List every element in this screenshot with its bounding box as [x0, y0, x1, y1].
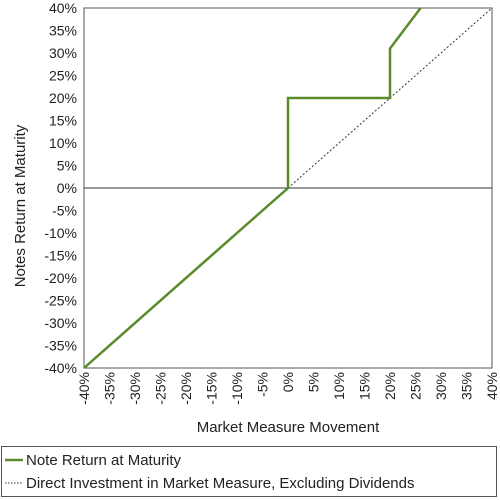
x-tick-label: 15% [357, 372, 373, 400]
legend-item-note-return: Note Return at Maturity [2, 449, 181, 471]
series-layer [83, 7, 493, 369]
y-tick-label: -25% [44, 293, 77, 309]
y-tick-label: -40% [44, 360, 77, 376]
x-tick-label: 25% [408, 372, 424, 400]
legend-label-direct-investment: Direct Investment in Market Measure, Exc… [26, 474, 415, 492]
x-tick-label: 0% [280, 372, 296, 392]
legend-swatch-direct-investment [5, 482, 23, 484]
x-tick-label: -30% [127, 372, 143, 405]
legend-item-direct-investment: Direct Investment in Market Measure, Exc… [2, 472, 415, 494]
y-tick-label: -10% [44, 225, 77, 241]
y-tick-label: 0% [57, 180, 77, 196]
x-tick-label: -5% [255, 372, 271, 397]
x-tick-label: -40% [76, 372, 92, 405]
y-tick-labels: 40% 35% 30% 25% 20% 15% 10% 5% 0% -5% -10% -15% -20%… [44, 0, 77, 376]
y-tick-label: 20% [49, 90, 77, 106]
note-return-line [83, 7, 422, 369]
y-axis-label: Notes Return at Maturity [12, 124, 29, 287]
x-tick-labels: -40% -35% -30% -25% -20% -15% -10% -5% 0% 5% 10% 15… [76, 372, 500, 405]
y-tick-label: -20% [44, 270, 77, 286]
x-tick-label: 5% [306, 372, 322, 392]
y-tick-label: 15% [49, 113, 77, 129]
x-tick-label: 35% [459, 372, 475, 400]
x-tick-label: -25% [153, 372, 169, 405]
legend: Note Return at Maturity Direct Investmen… [1, 446, 497, 497]
y-tick-label: -5% [52, 203, 77, 219]
legend-label-note-return: Note Return at Maturity [26, 451, 182, 469]
x-tick-label: 40% [484, 372, 500, 400]
x-tick-label: 30% [433, 372, 449, 400]
legend-swatch-note-return [5, 458, 23, 462]
y-tick-label: 25% [49, 68, 77, 84]
x-tick-label: 20% [382, 372, 398, 400]
y-tick-label: 30% [49, 45, 77, 61]
x-tick-label: -20% [178, 372, 194, 405]
y-tick-label: 35% [49, 23, 77, 39]
y-tick-label: 10% [49, 135, 77, 151]
x-tick-label: -15% [204, 372, 220, 405]
x-tick-label: -35% [102, 372, 118, 405]
y-tick-label: 40% [49, 0, 77, 16]
y-tick-label: -35% [44, 338, 77, 354]
x-axis-label: Market Measure Movement [197, 419, 380, 436]
chart: -40% -35% -30% -25% -20% -15% -10% -5% 0% 5% 10% 15… [12, 0, 500, 436]
y-tick-label: 5% [57, 158, 77, 174]
x-tick-label: -10% [229, 372, 245, 405]
y-tick-label: -15% [44, 248, 77, 264]
y-tick-label: -30% [44, 315, 77, 331]
x-tick-label: 10% [331, 372, 347, 400]
